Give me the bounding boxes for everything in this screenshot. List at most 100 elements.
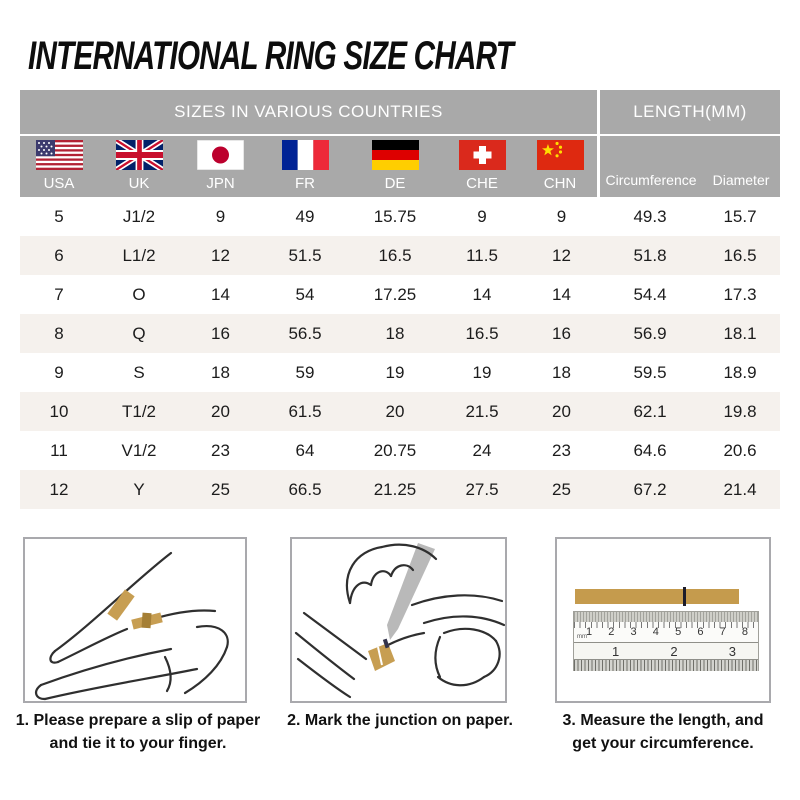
table-body: 5 J1/2 9 49 15.75 9 9 49.3 15.7 6 L1/2 12 51.5 16.5 11… (20, 197, 780, 509)
table-cell: 19 (385, 363, 405, 382)
table-header-groups: SIZES IN VARIOUS COUNTRIES LENGTH(MM) (20, 90, 780, 134)
table-cell: 59 (295, 363, 315, 382)
table-cell: Q (132, 324, 146, 343)
uk-flag-icon (115, 140, 163, 170)
table-cell: 54.4 (633, 285, 667, 304)
ruler-inch-numbers: 1 2 3 (612, 644, 736, 659)
table-cell: 11 (50, 441, 68, 460)
table-cell: 16 (552, 324, 571, 343)
ruler-number: 1 (612, 644, 620, 659)
table-cell: 14 (472, 285, 492, 304)
column-label-usa: USA (43, 175, 75, 192)
table-cell: 9 (477, 207, 487, 226)
table-cell: 12 (552, 246, 571, 265)
header-length-group: LENGTH(MM) (600, 90, 780, 134)
china-flag-icon (536, 140, 584, 170)
table-cell: 20 (385, 402, 405, 421)
table-cell: 21.5 (465, 402, 499, 421)
table-cell: 54 (295, 285, 315, 304)
instruction-caption-1: 1. Please prepare a slip of paper and ti… (15, 712, 261, 752)
table-cell: 19.8 (723, 402, 757, 421)
column-header-che: CHE (441, 136, 523, 197)
column-label-circumference: Circumference (605, 172, 697, 188)
table-cell: 18.9 (723, 363, 757, 382)
illustration-step3-ruler: 1 2 3 4 5 6 7 8 mm 1 2 3 (555, 537, 771, 703)
table-row: 8 Q 16 56.5 18 16.5 16 56.9 18.1 (20, 314, 780, 353)
table-cell: 9 (54, 363, 64, 382)
table-cell: 62.1 (633, 402, 667, 421)
table-cell: 18 (385, 324, 405, 343)
table-cell: 27.5 (465, 480, 499, 499)
paper-mark (683, 587, 686, 606)
table-cell: 56.5 (288, 324, 322, 343)
ruler-bottom-ticks (574, 659, 758, 671)
ruler: 1 2 3 4 5 6 7 8 mm 1 2 3 (573, 611, 759, 671)
table-cell: 66.5 (288, 480, 322, 499)
table-cell: 9 (556, 207, 567, 226)
table-cell: 6 (54, 246, 64, 265)
table-cell: V1/2 (121, 441, 157, 460)
table-cell: 17.3 (723, 285, 757, 304)
column-header-de: DE (349, 136, 441, 197)
table-row: 11 V1/2 23 64 20.75 24 23 64.6 20.6 (20, 431, 780, 470)
column-header-jpn: JPN (180, 136, 261, 197)
ruler-number: 8 (741, 626, 748, 638)
table-cell: J1/2 (122, 207, 156, 226)
column-label-de: DE (384, 175, 406, 192)
table-cell: 15.75 (373, 207, 417, 226)
column-header-uk: UK (98, 136, 180, 197)
ruler-cm-numbers: 1 2 3 4 5 6 7 8 (586, 626, 748, 638)
table-row: 12 Y 25 66.5 21.25 27.5 25 67.2 21.4 (20, 470, 780, 509)
table-cell: 16 (211, 324, 230, 343)
ruler-top-edge (574, 612, 758, 622)
table-cell: 64 (295, 441, 315, 460)
ruler-cm-ticks (574, 622, 758, 628)
instruction-caption-2: 2. Mark the junction on paper. (287, 712, 513, 729)
column-label-uk: UK (128, 175, 150, 192)
table-cell: T1/2 (121, 402, 157, 421)
country-columns: USA UK (20, 136, 597, 197)
table-cell: 25 (211, 480, 230, 499)
table-cell: 59.5 (633, 363, 667, 382)
table-cell: 49.3 (633, 207, 667, 226)
column-label-che: CHE (466, 175, 498, 192)
ruler-number: 3 (630, 626, 637, 638)
ruler-number: 4 (652, 626, 659, 638)
table-cell: 9 (215, 207, 226, 226)
ruler-number: 5 (675, 626, 682, 638)
page-title: INTERNATIONAL RING SIZE CHART (28, 34, 514, 78)
column-label-diameter: Diameter (712, 172, 770, 188)
table-cell: 7 (54, 285, 64, 304)
table-cell: 20 (211, 402, 230, 421)
table-cell: 17.25 (373, 285, 417, 304)
table-cell: 67.2 (633, 480, 667, 499)
instruction-caption-3: 3. Measure the length, and get your circ… (562, 712, 764, 752)
hand-with-paper-strip-drawing (35, 551, 229, 701)
table-cell: 20.6 (723, 441, 757, 460)
table-row: 5 J1/2 9 49 15.75 9 9 49.3 15.7 (20, 197, 780, 236)
switzerland-flag-icon (458, 140, 506, 170)
table-cell: 16.5 (723, 246, 757, 265)
header-divider (20, 134, 780, 136)
table-cell: 10 (49, 402, 69, 421)
table-cell: 5 (54, 207, 64, 226)
table-cell: O (132, 285, 146, 304)
column-label-chn: CHN (543, 175, 577, 192)
table-cell: 21.25 (373, 480, 417, 499)
table-cell: 51.5 (288, 246, 322, 265)
table-cell: 20 (552, 402, 571, 421)
table-cell: 23 (552, 441, 571, 460)
table-cell: 18 (552, 363, 571, 382)
table-cell: 15.7 (723, 207, 757, 226)
table-cell: 20.75 (373, 441, 417, 460)
illustration-step2-marking (290, 537, 507, 703)
illustration-step1-hand-with-paper (23, 537, 247, 703)
table-cell: 21.4 (723, 480, 757, 499)
column-label-fr: FR (295, 175, 315, 192)
table-cell: Y (133, 480, 145, 499)
column-header-usa: USA (20, 136, 98, 197)
table-cell: 61.5 (288, 402, 322, 421)
table-cell: 49 (295, 207, 315, 226)
ruler-number: 7 (719, 626, 726, 638)
